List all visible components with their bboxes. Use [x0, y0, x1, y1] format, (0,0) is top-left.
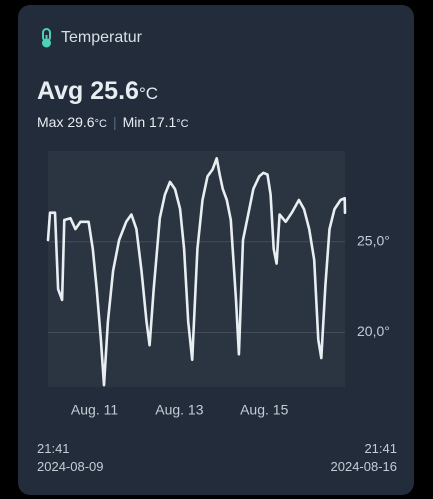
avg-value: 25.6: [90, 77, 139, 105]
y-tick-label: 20,0°: [357, 323, 390, 339]
unit: °C: [176, 118, 189, 130]
start-label: 21:41 2024-08-09: [37, 440, 104, 476]
x-tick-label: Aug. 15: [240, 402, 288, 418]
max-label: Max: [37, 114, 64, 130]
unit: °C: [94, 118, 107, 130]
max-value: 29.6: [67, 114, 95, 130]
min-value: 17.1: [149, 114, 177, 130]
unit: °C: [138, 84, 159, 103]
avg-label: Avg: [37, 77, 84, 105]
x-tick-label: Aug. 13: [155, 402, 203, 418]
start-date: 2024-08-09: [37, 459, 104, 474]
temperature-line: [46, 157, 347, 387]
min-label: Min: [122, 114, 146, 130]
end-time: 21:41: [364, 441, 397, 456]
y-tick-label: 25,0°: [357, 232, 390, 248]
end-date: 2024-08-16: [330, 459, 398, 474]
separator: |: [112, 114, 117, 130]
card: [18, 5, 414, 495]
thermometer-icon: [42, 28, 51, 48]
x-tick-label: Aug. 11: [71, 402, 118, 418]
card-title: Temperatur: [61, 29, 142, 46]
min-max: Max 29.6°C | Min 17.1°C: [37, 114, 189, 130]
average: Avg 25.6°C: [37, 77, 158, 106]
start-time: 21:41: [37, 441, 70, 456]
end-label: 21:41 2024-08-16: [331, 440, 398, 476]
